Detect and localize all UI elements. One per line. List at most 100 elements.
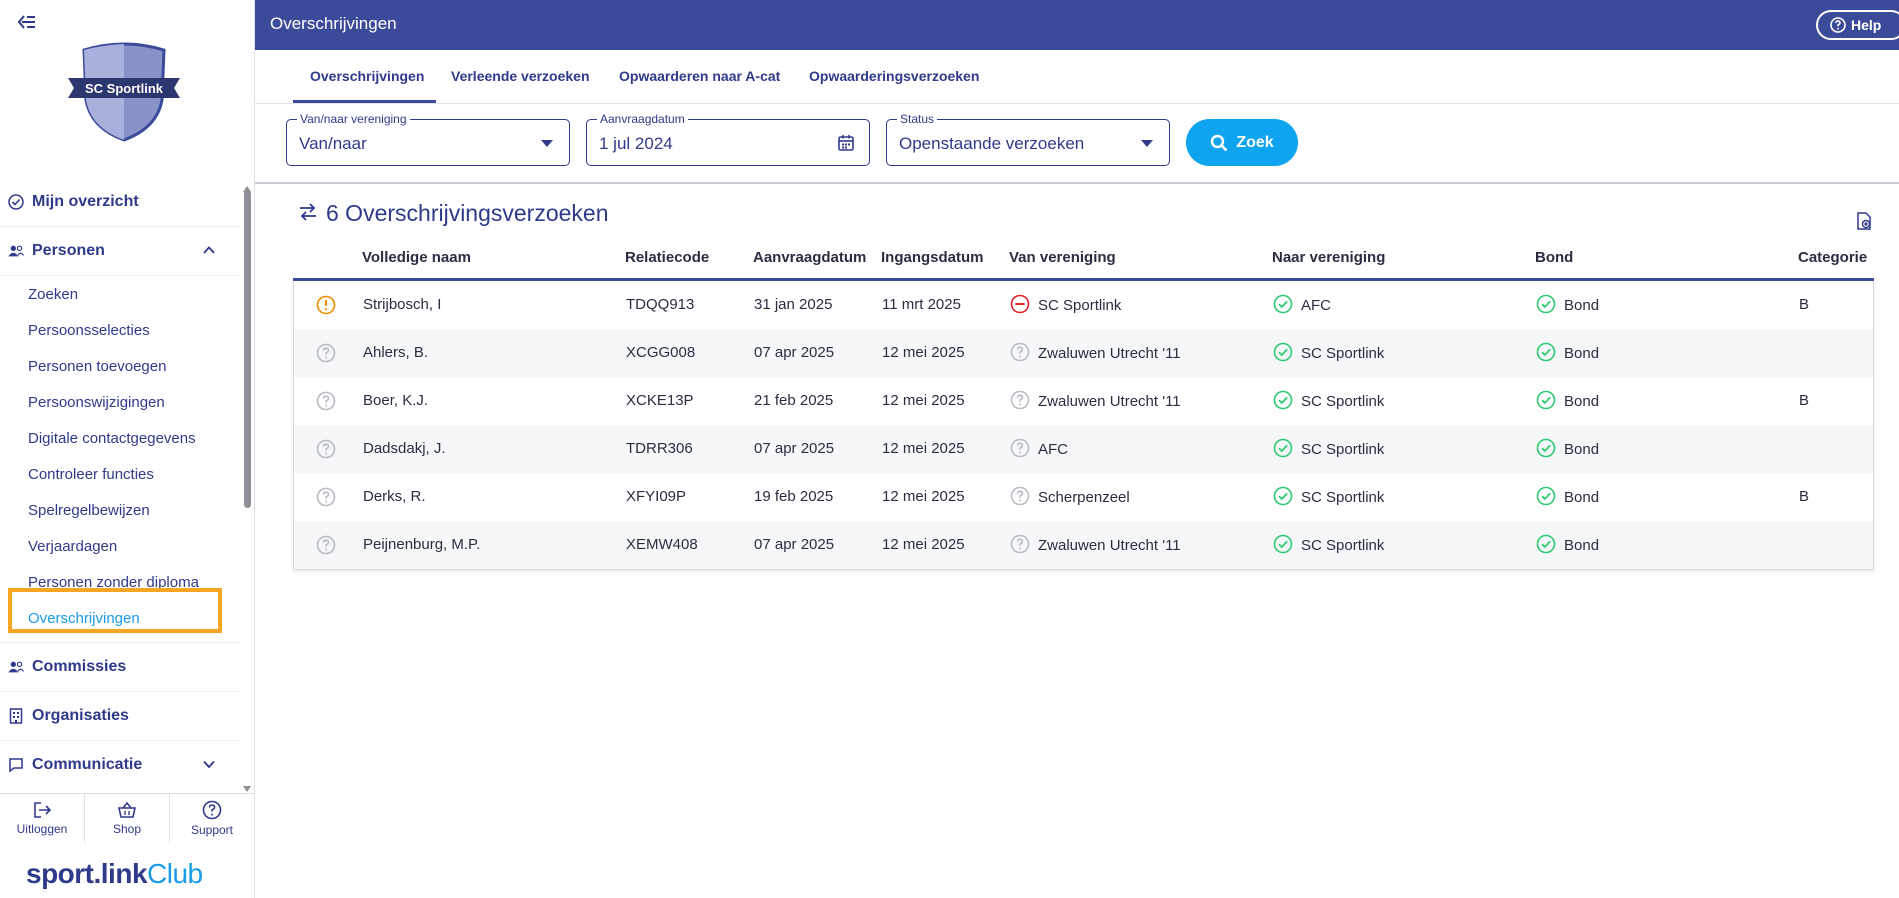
building-icon — [8, 708, 24, 724]
sidebar-subitem-personen-toevoegen[interactable]: Personen toevoegen — [28, 357, 167, 375]
calendar-icon[interactable] — [837, 134, 855, 156]
question-icon — [1010, 342, 1030, 362]
cell-bond: Bond — [1536, 534, 1599, 556]
sidebar-item-label: Commissies — [32, 658, 127, 675]
table-row[interactable]: Peijnenburg, M.P. XEMW408 07 apr 2025 12… — [294, 521, 1873, 569]
logout-button[interactable]: Uitloggen — [0, 794, 85, 843]
table-row[interactable]: Dadsdakj, J. TDRR306 07 apr 2025 12 mei … — [294, 425, 1873, 473]
date-field[interactable]: Aanvraagdatum 1 jul 2024 — [586, 112, 870, 166]
help-label: Help — [1851, 17, 1882, 33]
shop-label: Shop — [112, 822, 142, 836]
tab-opwaarderen-naar-a-cat[interactable]: Opwaarderen naar A-cat — [619, 68, 781, 84]
dropdown-caret-icon — [1141, 140, 1153, 147]
sidebar-item-communicatie[interactable]: Communicatie — [0, 741, 240, 788]
club-select[interactable]: Van/naar vereniging Van/naar — [286, 112, 570, 166]
sidebar-item-mijn-overzicht[interactable]: Mijn overzicht — [0, 178, 240, 227]
collapse-sidebar-icon[interactable] — [17, 14, 40, 34]
cell-bond-label: Bond — [1564, 440, 1600, 458]
sidebar-subitem-persoonswijzigingen[interactable]: Persoonswijzigingen — [28, 393, 165, 411]
sidebar-scrollbar[interactable] — [240, 176, 254, 792]
sidebar-item-personen[interactable]: Personen — [0, 227, 240, 276]
dropdown-caret-icon — [541, 140, 553, 147]
column-header-bond[interactable]: Bond — [1535, 249, 1574, 266]
cell-code: XFYI09P — [626, 488, 687, 505]
sidebar-subitem-overschrijvingen[interactable]: Overschrijvingen — [28, 609, 140, 627]
cell-code: XCGG008 — [626, 344, 696, 361]
sidebar-subitem-personen-zonder-diploma[interactable]: Personen zonder diploma — [28, 573, 199, 591]
column-header-requested[interactable]: Aanvraagdatum — [753, 249, 867, 266]
support-label: Support — [190, 823, 234, 837]
sidebar-subitem-zoeken[interactable]: Zoeken — [28, 285, 79, 303]
tab-verleende-verzoeken[interactable]: Verleende verzoeken — [451, 68, 590, 84]
scrollbar-thumb[interactable] — [244, 190, 251, 508]
column-header-category[interactable]: Categorie — [1798, 249, 1868, 266]
chevron-down-icon[interactable] — [202, 757, 216, 771]
date-field-label: Aanvraagdatum — [597, 112, 688, 126]
cell-name: Dadsdakj, J. — [363, 440, 446, 457]
sidebar-nav: Mijn overzicht Personen Zoeken Persoonss… — [0, 178, 240, 788]
chat-icon — [8, 757, 24, 773]
tab-opwaarderingsverzoeken[interactable]: Opwaarderingsverzoeken — [809, 68, 980, 84]
shop-button[interactable]: Shop — [85, 794, 170, 843]
list-header: 6 Overschrijvingsverzoeken — [298, 200, 609, 227]
cell-from: Zwaluwen Utrecht '11 — [1010, 342, 1181, 364]
table-row[interactable]: Derks, R. XFYI09P 19 feb 2025 12 mei 202… — [294, 473, 1873, 521]
cell-name: Peijnenburg, M.P. — [363, 536, 481, 553]
table-row[interactable]: Strijbosch, I TDQQ913 31 jan 2025 11 mrt… — [294, 281, 1873, 329]
column-header-code[interactable]: Relatiecode — [625, 249, 710, 266]
tab-bar: Overschrijvingen Verleende verzoeken Opw… — [255, 50, 1899, 104]
support-button[interactable]: Support — [170, 794, 254, 843]
cell-bond-label: Bond — [1564, 488, 1600, 506]
status-select-label: Status — [897, 112, 938, 126]
question-icon — [316, 391, 336, 411]
approved-icon — [1536, 486, 1556, 506]
cell-bond-label: Bond — [1564, 344, 1600, 362]
column-header-to[interactable]: Naar vereniging — [1272, 249, 1386, 266]
cell-from: AFC — [1010, 438, 1068, 460]
cell-from-label: Zwaluwen Utrecht '11 — [1038, 536, 1181, 554]
cell-category: B — [1799, 488, 1810, 505]
chevron-up-icon[interactable] — [202, 243, 216, 257]
sidebar-subitem-digitale-contactgegevens[interactable]: Digitale contactgegevens — [28, 429, 196, 447]
sidebar-subitem-controleer-functies[interactable]: Controleer functies — [28, 465, 154, 483]
cell-to: AFC — [1273, 294, 1331, 316]
cell-requested: 21 feb 2025 — [754, 392, 834, 409]
status-select[interactable]: Status Openstaande verzoeken — [886, 112, 1170, 166]
check-circle-icon — [8, 194, 24, 210]
cell-effective: 12 mei 2025 — [882, 344, 965, 361]
personen-submenu: Zoeken Persoonsselecties Personen toevoe… — [0, 276, 240, 643]
active-tab-indicator — [293, 100, 436, 103]
table-row[interactable]: Ahlers, B. XCGG008 07 apr 2025 12 mei 20… — [294, 329, 1873, 377]
scroll-up-icon[interactable] — [242, 178, 252, 192]
cell-to: SC Sportlink — [1273, 390, 1384, 412]
sidebar-subitem-verjaardagen[interactable]: Verjaardagen — [28, 537, 118, 555]
search-button-label: Zoek — [1236, 133, 1274, 151]
question-icon — [316, 535, 336, 555]
users-icon — [8, 243, 24, 259]
cell-effective: 12 mei 2025 — [882, 392, 965, 409]
table-row[interactable]: Boer, K.J. XCKE13P 21 feb 2025 12 mei 20… — [294, 377, 1873, 425]
search-button[interactable]: Zoek — [1186, 119, 1298, 166]
cell-category: B — [1799, 392, 1810, 409]
cell-from: Zwaluwen Utrecht '11 — [1010, 534, 1181, 556]
column-header-effective[interactable]: Ingangsdatum — [881, 249, 984, 266]
help-button[interactable]: Help — [1816, 10, 1899, 40]
logout-icon — [34, 802, 52, 818]
cell-name: Strijbosch, I — [363, 296, 442, 313]
cell-to-label: SC Sportlink — [1301, 344, 1385, 362]
cell-to: SC Sportlink — [1273, 534, 1384, 556]
export-icon[interactable] — [1855, 212, 1873, 234]
approved-icon — [1273, 534, 1293, 554]
column-header-name[interactable]: Volledige naam — [362, 249, 471, 266]
column-header-from[interactable]: Van vereniging — [1009, 249, 1116, 266]
sidebar-subitem-spelregelbewijzen[interactable]: Spelregelbewijzen — [28, 501, 150, 519]
sidebar-subitem-persoonsselecties[interactable]: Persoonsselecties — [28, 321, 150, 339]
scroll-down-icon[interactable] — [242, 778, 252, 792]
brand-sport: sport.link — [26, 858, 148, 889]
sidebar-item-commissies[interactable]: Commissies — [0, 643, 240, 692]
tab-overschrijvingen[interactable]: Overschrijvingen — [310, 68, 425, 84]
approved-icon — [1273, 294, 1293, 314]
cell-bond-label: Bond — [1564, 296, 1600, 314]
sidebar-item-organisaties[interactable]: Organisaties — [0, 692, 240, 741]
